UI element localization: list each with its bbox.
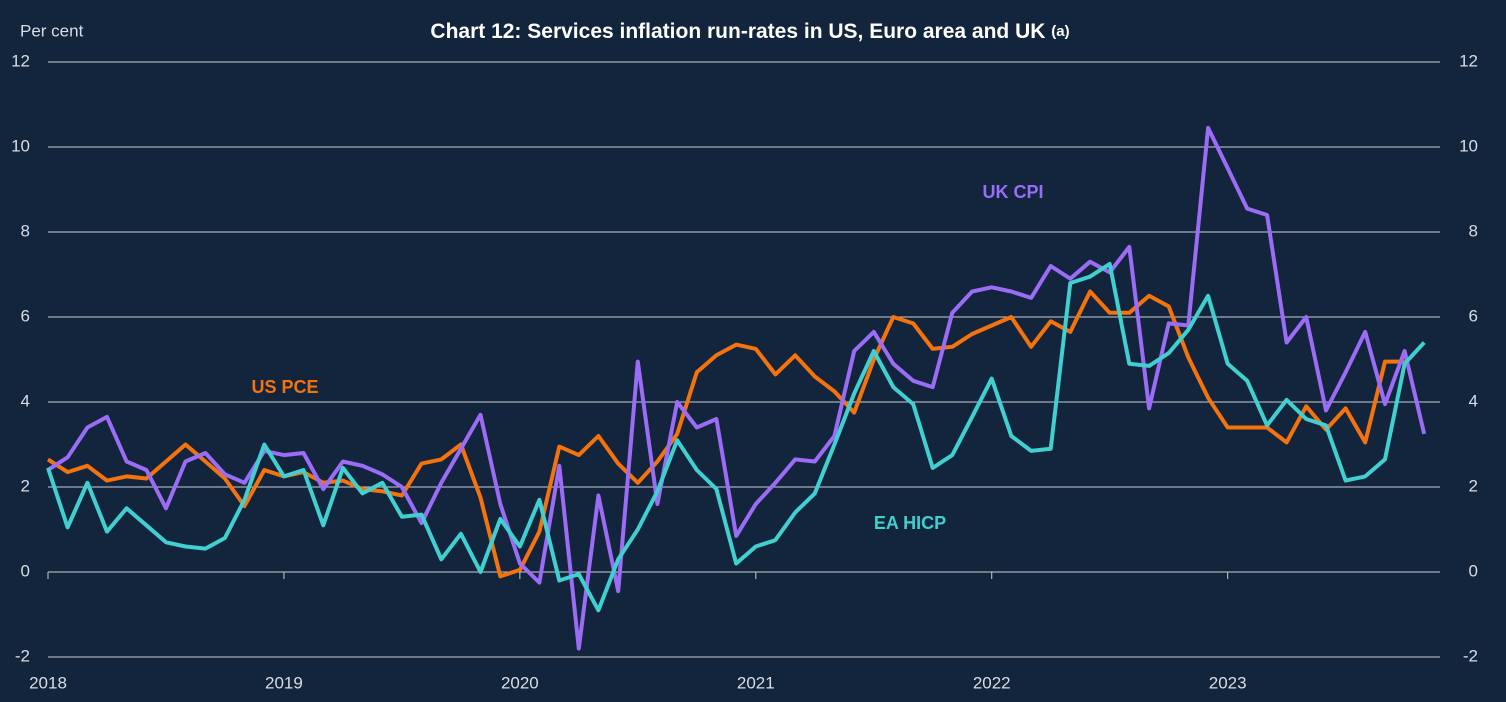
y-tick-label: 10 (11, 136, 30, 155)
series-label: UK CPI (982, 182, 1043, 202)
series-label: EA HICP (874, 513, 946, 533)
y2-tick-label: 2 (1469, 476, 1478, 495)
y-tick-label: -2 (15, 646, 30, 665)
y2-tick-label: 12 (1459, 51, 1478, 70)
y2-tick-label: 6 (1469, 306, 1478, 325)
series-label: US PCE (251, 377, 318, 397)
series-line (46, 289, 1405, 579)
y-tick-label: 12 (11, 51, 30, 70)
y2-tick-label: 10 (1459, 136, 1478, 155)
x-tick-label: 2018 (29, 673, 67, 692)
y2-tick-label: 4 (1469, 391, 1478, 410)
y-tick-label: 4 (21, 391, 30, 410)
x-tick-label: 2023 (1209, 673, 1247, 692)
y2-tick-label: 0 (1469, 561, 1478, 580)
x-tick-label: 2020 (501, 673, 539, 692)
series-line (46, 125, 1427, 651)
title-note: (a) (1051, 23, 1069, 40)
x-tick-label: 2021 (737, 673, 775, 692)
y2-tick-label: 8 (1469, 221, 1478, 240)
y-tick-label: 2 (21, 476, 30, 495)
y-tick-label: 0 (21, 561, 30, 580)
y-axis-label: Per cent (20, 21, 84, 40)
x-tick-label: 2019 (265, 673, 303, 692)
chart-title-group: Chart 12: Services inflation run-rates i… (430, 20, 1069, 43)
x-tick-label: 2022 (973, 673, 1011, 692)
chart-title: Chart 12: Services inflation run-rates i… (430, 20, 1045, 43)
y-tick-label: 8 (21, 221, 30, 240)
series-line (46, 261, 1426, 613)
y2-tick-label: -2 (1463, 646, 1478, 665)
y-tick-label: 6 (21, 306, 30, 325)
